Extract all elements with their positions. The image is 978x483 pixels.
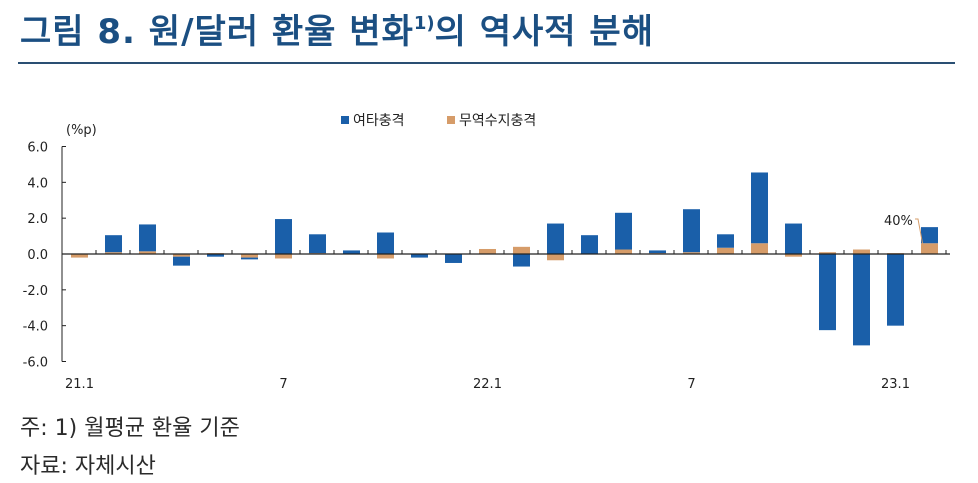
bar-trade-shock — [751, 243, 768, 254]
legend-label-other-shock: 여타충격 — [353, 113, 405, 129]
bar-other-shock — [207, 254, 224, 257]
bar-trade-shock — [513, 246, 530, 254]
y-axis-tick-label: -6.0 — [23, 356, 48, 371]
y-axis-tick-label: -4.0 — [23, 320, 48, 335]
bar-other-shock — [819, 254, 836, 331]
x-axis-tick-label: 7 — [687, 377, 695, 392]
source-note: 자료: 자체시산 — [20, 454, 156, 479]
bar-trade-shock — [479, 248, 496, 254]
bar-other-shock — [751, 172, 768, 244]
y-axis-unit-label: (%p) — [66, 123, 97, 138]
bar-other-shock — [377, 232, 394, 254]
x-axis-tick-label: 22.1 — [473, 377, 502, 392]
bar-other-shock — [785, 223, 802, 254]
bar-other-shock — [241, 257, 258, 260]
bar-other-shock — [649, 250, 666, 254]
y-axis-tick-label: 0.0 — [27, 248, 48, 263]
bar-other-shock — [173, 256, 190, 266]
footnote: 주: 1) 월평균 환율 기준 — [20, 416, 240, 441]
x-axis-tick-label: 21.1 — [65, 377, 94, 392]
annotation-leader-line — [915, 218, 924, 247]
x-axis-tick-label: 23.1 — [881, 377, 910, 392]
stacked-bar-chart: 여타충격 무역수지충격 (%p) 6.0 4.0 2.0 0.0 -2.0 -4.0 -6.0 21… — [23, 113, 950, 392]
bar-other-shock — [309, 234, 326, 254]
y-axis-tick-label: 4.0 — [27, 176, 48, 191]
bar-trade-shock — [275, 254, 292, 259]
figure-title: 그림 8. 원/달러 환율 변화1)의 역사적 분해 — [20, 4, 654, 53]
bar-other-shock — [921, 227, 938, 244]
title-footnote-marker: 1) — [413, 13, 435, 34]
bar-other-shock — [513, 254, 530, 267]
legend-swatch-other-shock — [341, 116, 349, 124]
bar-trade-shock — [71, 254, 88, 258]
title-tail: 의 역사적 분해 — [434, 12, 654, 52]
y-axis-tick-label: -2.0 — [23, 284, 48, 299]
x-axis-tick-label: 7 — [279, 377, 287, 392]
bar-trade-shock — [921, 243, 938, 254]
title-divider — [18, 62, 955, 64]
bar-trade-shock — [683, 252, 700, 254]
bar-other-shock — [547, 223, 564, 254]
bar-other-shock — [105, 235, 122, 253]
y-axis-tick-label: 2.0 — [27, 212, 48, 227]
bar-trade-shock — [139, 251, 156, 254]
bar-other-shock — [683, 209, 700, 253]
bar-trade-shock — [785, 254, 802, 257]
bar-other-shock — [139, 224, 156, 252]
bar-other-shock — [275, 219, 292, 254]
bar-other-shock — [717, 234, 734, 248]
bar-other-shock — [411, 254, 428, 258]
y-axis-tick-label: 6.0 — [27, 141, 48, 156]
title-main: 그림 8. 원/달러 환율 변화 — [20, 12, 414, 52]
bar-trade-shock — [615, 249, 632, 254]
bar-other-shock — [615, 212, 632, 250]
bar-other-shock — [343, 250, 360, 254]
bar-trade-shock — [547, 254, 564, 261]
bar-other-shock — [581, 235, 598, 254]
bar-trade-shock — [241, 254, 258, 258]
annotation-label: 40% — [884, 214, 913, 229]
bar-other-shock — [887, 254, 904, 326]
bar-trade-shock — [819, 252, 836, 254]
bar-trade-shock — [717, 247, 734, 254]
bar-trade-shock — [173, 254, 190, 257]
bar-trade-shock — [105, 252, 122, 254]
bar-other-shock — [445, 254, 462, 263]
bar-trade-shock — [377, 254, 394, 259]
legend-swatch-trade-shock — [447, 116, 455, 124]
bar-trade-shock — [853, 249, 870, 254]
bar-other-shock — [853, 254, 870, 346]
legend-label-trade-shock: 무역수지충격 — [459, 113, 536, 129]
